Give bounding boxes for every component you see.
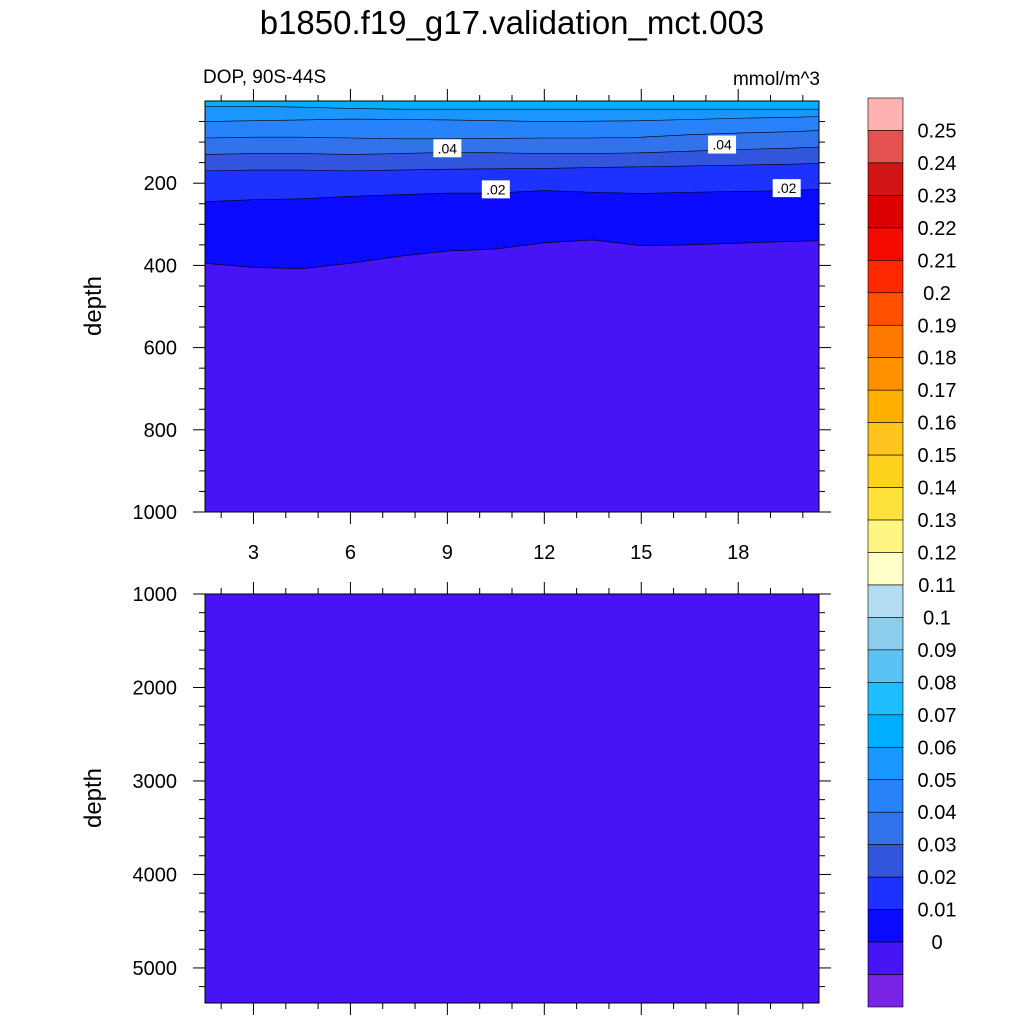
upper-subtitle-left: DOP, 90S-44S xyxy=(203,67,326,88)
colorbar-label: 0.22 xyxy=(918,218,957,240)
colorbar-box xyxy=(867,389,904,423)
colorbar-label: 0.25 xyxy=(918,120,957,142)
contour-line-0.04 xyxy=(204,130,820,140)
colorbar-box xyxy=(867,454,904,488)
x-tick-label: 12 xyxy=(533,542,555,564)
y-tick-label: 1000 xyxy=(133,502,178,524)
contour-fill-0 xyxy=(205,239,819,512)
colorbar-box xyxy=(867,844,904,878)
contour-label: .02 xyxy=(777,180,797,196)
upper-contour-panel: .04 .04 .02 .02 3 6 9 12 15 18 200 400 600 800 1000 xyxy=(133,89,831,564)
colorbar-label: 0.19 xyxy=(918,315,957,337)
colorbar-label: 0.06 xyxy=(918,737,957,759)
y-tick-label: 400 xyxy=(144,255,177,277)
y-tick-label: 4000 xyxy=(133,864,178,886)
colorbar-label: 0.17 xyxy=(918,380,957,402)
colorbar-label: 0.12 xyxy=(918,543,957,565)
colorbar-label: 0.14 xyxy=(918,478,957,500)
colorbar-label: 0.09 xyxy=(918,640,957,662)
colorbar-label: 0.13 xyxy=(918,510,957,532)
contour-line-0.02 xyxy=(204,163,820,172)
colorbar-box xyxy=(867,552,904,586)
colorbar-box xyxy=(867,974,904,1008)
colorbar-box xyxy=(867,97,904,131)
colorbar-label: 0.24 xyxy=(918,153,957,175)
colorbar-box xyxy=(867,941,904,975)
lower-ylabel: depth xyxy=(80,768,107,828)
colorbar-label: 0.21 xyxy=(918,250,957,272)
colorbar-label: 0.08 xyxy=(918,672,957,694)
page-title: b1850.f19_g17.validation_mct.003 xyxy=(259,4,765,41)
contour-label: .02 xyxy=(486,181,506,197)
colorbar-box xyxy=(867,811,904,845)
colorbar-label: 0.18 xyxy=(918,348,957,370)
colorbar-label: 0.02 xyxy=(918,867,957,889)
colorbar-box xyxy=(867,617,904,651)
colorbar-box xyxy=(867,487,904,521)
colorbar-label: 0.1 xyxy=(923,607,951,629)
contour-line-0.06 xyxy=(205,106,819,110)
x-tick-label: 3 xyxy=(248,542,259,564)
colorbar-label: 0.05 xyxy=(918,770,957,792)
y-tick-label: 3000 xyxy=(133,771,178,793)
colorbar-label: 0.07 xyxy=(918,705,957,727)
contour-label-bg xyxy=(708,135,737,154)
lower-fill xyxy=(204,593,820,1004)
contour-line-0.05 xyxy=(204,116,820,122)
colorbar-label: 0 xyxy=(931,932,942,954)
y-tick-label: 5000 xyxy=(133,958,178,980)
x-tick-label: 18 xyxy=(727,542,749,564)
lower-contour-panel: 1000 2000 3000 4000 5000 xyxy=(133,582,831,1015)
contour-label-bg xyxy=(772,179,801,198)
colorbar-label: 0.04 xyxy=(918,802,957,824)
colorbar: 0.25 0.24 0.23 0.22 0.21 0.2 0.19 0.18 0.17 0.16 0… xyxy=(867,97,957,1008)
colorbar-box xyxy=(867,422,904,456)
contour-line-0.01 xyxy=(204,189,820,202)
colorbar-label: 0.15 xyxy=(918,445,957,467)
y-tick-label: 200 xyxy=(144,173,177,195)
colorbar-box xyxy=(867,292,904,326)
colorbar-label: 0.2 xyxy=(923,283,951,305)
upper-ylabel: depth xyxy=(80,276,107,336)
colorbar-box xyxy=(867,584,904,618)
colorbar-box xyxy=(867,227,904,261)
colorbar-box xyxy=(867,682,904,716)
x-tick-label: 15 xyxy=(630,542,652,564)
colorbar-box xyxy=(867,779,904,813)
colorbar-box xyxy=(867,130,904,164)
x-tick-label: 9 xyxy=(442,542,453,564)
colorbar-label: 0.16 xyxy=(918,413,957,435)
y-tick-label: 800 xyxy=(144,420,177,442)
colorbar-box xyxy=(867,909,904,943)
colorbar-box xyxy=(867,876,904,910)
contour-line-0 xyxy=(204,239,820,269)
upper-subtitle-right: mmol/m^3 xyxy=(733,69,820,90)
colorbar-box xyxy=(867,260,904,294)
contour-label-bg xyxy=(481,180,510,199)
colorbar-label: 0.23 xyxy=(918,185,957,207)
y-tick-label: 2000 xyxy=(133,677,178,699)
y-tick-label: 600 xyxy=(144,338,177,360)
colorbar-box xyxy=(867,519,904,553)
colorbar-label: 0.11 xyxy=(918,575,955,597)
x-tick-label: 6 xyxy=(345,542,356,564)
colorbar-box xyxy=(867,324,904,359)
colorbar-label: 0.01 xyxy=(918,900,957,922)
contour-label: .04 xyxy=(438,140,458,156)
colorbar-box xyxy=(867,195,904,229)
colorbar-box xyxy=(867,357,904,391)
y-tick-label: 1000 xyxy=(133,584,178,606)
colorbar-label: 0.03 xyxy=(918,835,957,857)
contour-label-bg xyxy=(433,139,462,158)
colorbar-box xyxy=(867,649,904,683)
colorbar-box xyxy=(867,714,904,748)
colorbar-box xyxy=(867,746,904,781)
colorbar-box xyxy=(867,162,904,196)
contour-label: .04 xyxy=(712,137,732,153)
